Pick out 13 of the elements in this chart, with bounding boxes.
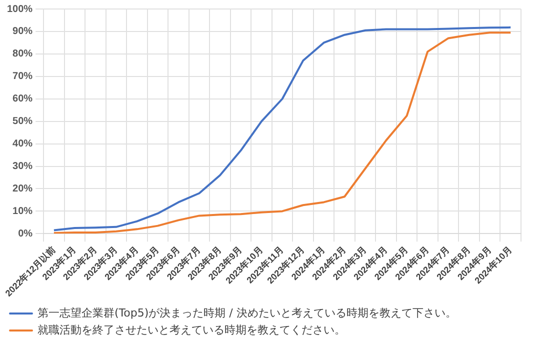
y-tick-label: 0%	[18, 228, 33, 240]
y-tick-label: 70%	[12, 71, 33, 82]
y-tick-label: 10%	[12, 206, 33, 217]
y-tick-label: 100%	[7, 4, 33, 15]
y-tick-label: 80%	[12, 48, 33, 60]
y-tick-label: 50%	[12, 116, 33, 128]
y-tick-label: 60%	[12, 94, 33, 105]
legend-label: 第一志望企業群(Top5)が決まった時期 / 決めたいと考えている時期を教えて下さい。	[38, 306, 456, 320]
legend-label: 就職活動を終了させたいと考えている時期を教えてください。	[38, 323, 346, 336]
y-tick-label: 20%	[12, 183, 33, 194]
y-tick-label: 30%	[12, 161, 33, 172]
y-tick-label: 40%	[12, 138, 33, 150]
y-tick-label: 90%	[12, 26, 33, 38]
